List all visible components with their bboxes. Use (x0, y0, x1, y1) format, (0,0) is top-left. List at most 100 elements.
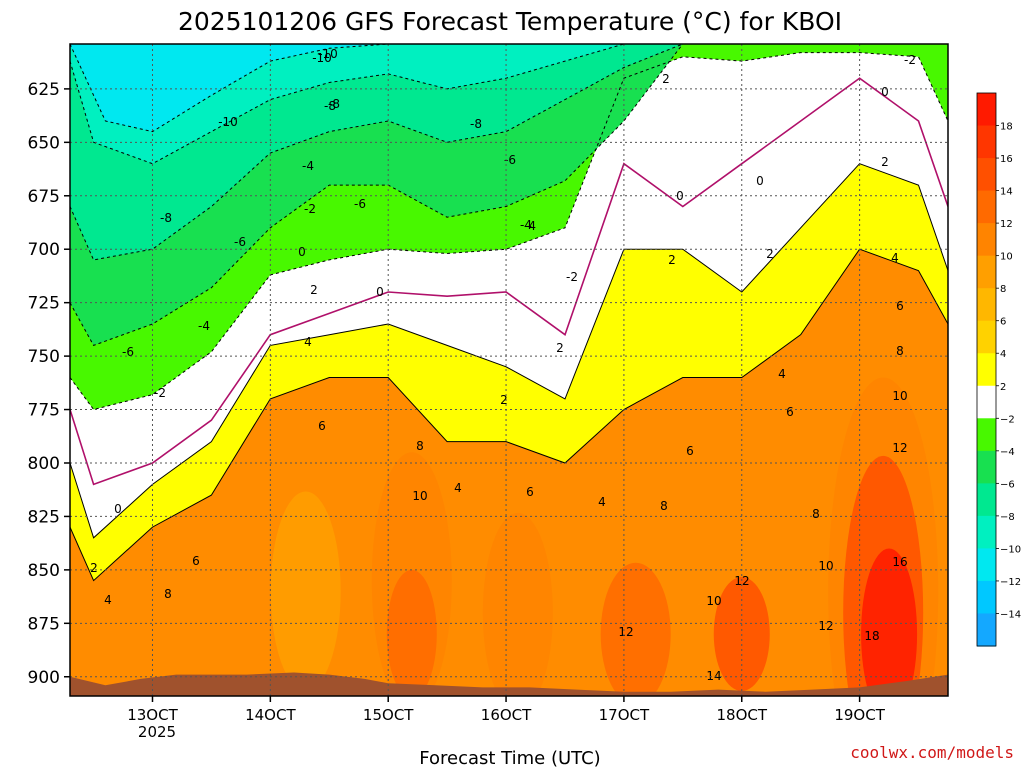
band-above--10 (70, 44, 948, 132)
contour-label: 0 (881, 85, 889, 99)
contour-label: 10 (706, 594, 721, 608)
contour-label: -6 (122, 345, 134, 359)
contour-label: 10 (412, 489, 427, 503)
y-tick-label: 825 (28, 507, 60, 527)
credit-link[interactable]: coolwx.com/models (850, 743, 1014, 762)
y-tick-label: 850 (28, 561, 60, 581)
y-tick-label: 800 (28, 454, 60, 474)
x-axis: 13OCT 14OCT 15OCT 16OCT 17OCT 18OCT 19OCT (127, 696, 886, 724)
y-tick-label: 700 (28, 240, 60, 260)
contour-label: 6 (192, 554, 200, 568)
terrain-ground (70, 672, 948, 696)
contour-label: 4 (778, 367, 786, 381)
contour-label: 2 (881, 155, 889, 169)
contour-label: 6 (318, 419, 326, 433)
y-tick-label: 900 (28, 668, 60, 688)
contour-label: -6 (354, 197, 366, 211)
x-tick-label: 14OCT (245, 706, 296, 724)
contour--4 (70, 44, 948, 347)
contour-label: 4 (598, 495, 606, 509)
colorbar-label: 10 (1000, 252, 1013, 263)
contour-label: -2 (566, 270, 578, 284)
colorbar-swatch (977, 580, 996, 615)
contour-label: 4 (454, 481, 462, 495)
contour-label: -6 (234, 235, 246, 249)
colorbar-label: 16 (1000, 154, 1013, 165)
colorbar-swatch (977, 450, 996, 484)
contour-4 (70, 248, 948, 582)
colorbar-swatch (977, 613, 996, 647)
colorbar-label: 4 (1000, 349, 1006, 360)
contour-label: 18 (864, 629, 879, 643)
contour-label: 4 (304, 335, 312, 349)
colorbar-label: 18 (1000, 122, 1013, 133)
colorbar-swatch (977, 190, 996, 224)
colorbar-swatch (977, 320, 996, 354)
contour-label: 6 (786, 405, 794, 419)
x-tick-label: 17OCT (599, 706, 650, 724)
contour-label: -8 (328, 97, 340, 111)
contour-label: 12 (618, 625, 633, 639)
colorbar-swatch (977, 93, 996, 127)
colorbar-swatch (977, 483, 996, 517)
contour-label: 10 (818, 559, 833, 573)
contour-label: -8 (324, 99, 336, 113)
plot-frame (69, 43, 949, 697)
colorbar-label: −2 (1000, 414, 1015, 425)
contour-label: -2 (904, 53, 916, 67)
contour-2 (70, 163, 948, 539)
contour-label: -4 (198, 319, 210, 333)
contour-label: 6 (686, 444, 694, 458)
colorbar-swatch (977, 418, 996, 452)
contour-label: 2 (662, 72, 670, 86)
contour-label: 4 (104, 593, 112, 607)
contour-label: -2 (304, 202, 316, 216)
y-tick-label: 625 (28, 80, 60, 100)
contour--6 (70, 44, 948, 261)
x-tick-label: 13OCT (127, 706, 178, 724)
contour-label: 8 (416, 439, 424, 453)
colorbar-label: 6 (1000, 317, 1006, 328)
warm-core-3 (482, 512, 553, 696)
contour-label: 8 (896, 344, 904, 358)
x-axis-label: Forecast Time (UTC) (419, 748, 600, 768)
contour--8 (70, 44, 948, 165)
y-tick-label: 725 (28, 294, 60, 314)
colorbar-label: −8 (1000, 512, 1015, 523)
temperature-bands (70, 44, 948, 696)
y-tick-label: 875 (28, 614, 60, 634)
contour-label: 0 (376, 285, 384, 299)
colorbar-swatch (977, 353, 996, 387)
warm-core-4 (600, 562, 671, 696)
colorbar-label: −12 (1000, 577, 1021, 588)
x-tick-label: 16OCT (481, 706, 532, 724)
warm-core-0 (270, 491, 341, 692)
band-above--6 (70, 44, 948, 260)
x-tick-label: 15OCT (363, 706, 414, 724)
contour-label: 2 (556, 341, 564, 355)
contour-label: 6 (896, 299, 904, 313)
contour-label: -6 (504, 153, 516, 167)
colorbar-label: 14 (1000, 187, 1013, 198)
colorbar-label: 12 (1000, 219, 1013, 230)
contour-label: -10 (318, 47, 338, 61)
colorbar-label: −10 (1000, 544, 1021, 555)
contour-label: 2 (500, 393, 508, 407)
colorbar-swatch (977, 223, 996, 257)
colorbar-label: −4 (1000, 447, 1015, 458)
colorbar-swatch (977, 158, 996, 192)
colorbar-frame (976, 92, 997, 647)
contour-label: 2 (668, 253, 676, 267)
contour-label: 10 (892, 389, 907, 403)
contour-label: 12 (818, 619, 833, 633)
x-year-label: 2025 (138, 723, 176, 741)
y-tick-label: 650 (28, 133, 60, 153)
colorbar-swatch (977, 255, 996, 289)
contour-label: -8 (470, 117, 482, 131)
contour-label: 8 (812, 507, 820, 521)
contour-label: 8 (660, 499, 668, 513)
band-above--8 (70, 44, 948, 164)
contour-label: -10 (312, 51, 332, 65)
warm-core-8 (861, 548, 918, 696)
